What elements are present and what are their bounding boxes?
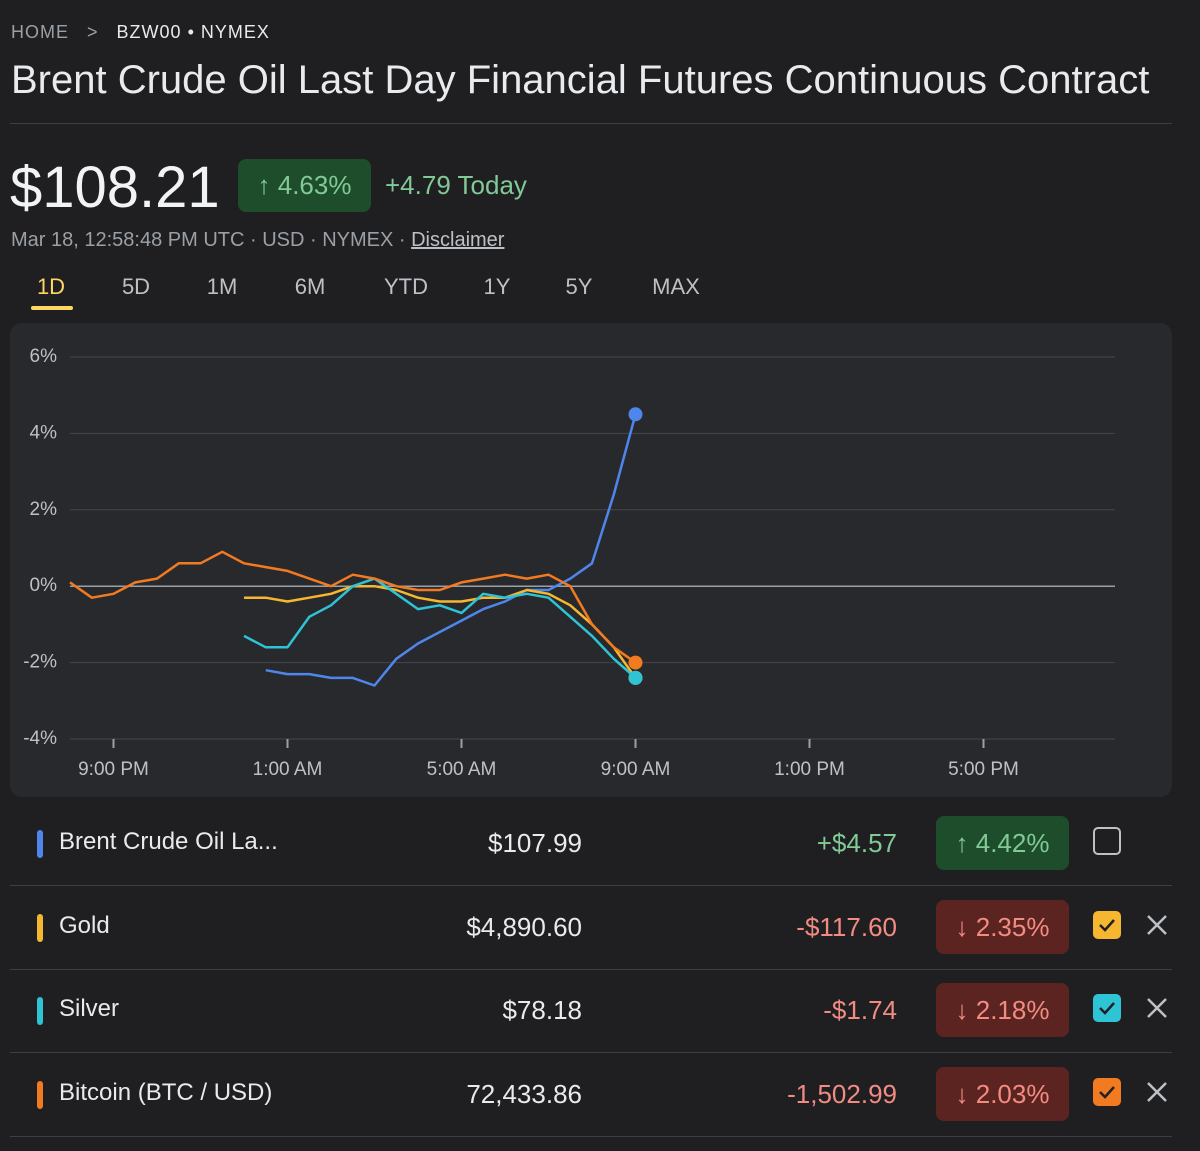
series-change-percent: ↓ 2.03% bbox=[936, 1066, 1069, 1121]
y-tick-label: 2% bbox=[30, 499, 58, 520]
y-tick-label: 0% bbox=[30, 575, 58, 596]
series-price: $78.18 bbox=[502, 995, 582, 1025]
series-change: -$117.60 bbox=[796, 911, 897, 942]
change-today: +4.79 Today bbox=[385, 170, 527, 200]
end-dot bbox=[628, 655, 643, 670]
range-tab[interactable]: 6M bbox=[294, 274, 326, 299]
series-color bbox=[37, 913, 43, 942]
checkbox[interactable] bbox=[1093, 910, 1121, 939]
comparison-row: Bitcoin (BTC / USD) 72,433.86 -1,502.99 ↓ 2… bbox=[10, 1053, 1172, 1137]
remove-icon[interactable] bbox=[1144, 1079, 1172, 1107]
series-price: 72,433.86 bbox=[466, 1078, 582, 1109]
series-name: Gold bbox=[59, 911, 110, 939]
title: Brent Crude Oil Last Day Financial Futur… bbox=[11, 58, 1150, 102]
y-tick-label: -2% bbox=[23, 652, 57, 673]
series-color bbox=[37, 997, 43, 1025]
comparison-row: Silver $78.18 -$1.74 ↓ 2.18% bbox=[10, 969, 1172, 1053]
checkbox[interactable] bbox=[1093, 994, 1121, 1022]
range-tab[interactable]: 5Y bbox=[565, 274, 593, 299]
check-mark bbox=[1099, 1002, 1115, 1015]
checkbox[interactable] bbox=[1093, 1077, 1121, 1106]
disclaimer-link[interactable]: Disclaimer bbox=[411, 229, 505, 251]
change-badge: ↑ 4.63% bbox=[238, 159, 371, 212]
y-tick-label: -4% bbox=[23, 728, 57, 749]
range-tab[interactable]: 5D bbox=[121, 274, 151, 299]
separator: • bbox=[187, 22, 201, 42]
y-tick-label: 6% bbox=[30, 346, 58, 367]
series-line bbox=[243, 577, 637, 679]
breadcrumb-symbol: BZW00 bbox=[116, 22, 182, 42]
range-tab[interactable]: 1D bbox=[36, 274, 66, 299]
y-tick-label: 4% bbox=[30, 422, 58, 443]
checkbox[interactable] bbox=[1093, 827, 1121, 855]
x-tick-label: 9:00 AM bbox=[601, 759, 671, 780]
series-color bbox=[37, 830, 43, 858]
series-line bbox=[69, 550, 637, 664]
series-name: Silver bbox=[59, 995, 120, 1022]
x-tick-label: 9:00 PM bbox=[78, 759, 149, 780]
breadcrumb: HOME > BZW00 • NYMEX bbox=[11, 22, 270, 43]
series-line bbox=[265, 413, 637, 687]
chart: 6% 4% 2% 0% -2% -4% 9:00 PM 1:00 AM 5:00 AM 9:00 … bbox=[23, 346, 1115, 780]
breadcrumb-exchange: NYMEX bbox=[200, 22, 270, 42]
series-change: -$1.74 bbox=[823, 995, 897, 1025]
comparison-row: Gold $4,890.60 -$117.60 ↓ 2.35% bbox=[10, 886, 1172, 970]
range-tabs: 1D 5D 1M 6M YTD 1Y 5Y MAX bbox=[0, 274, 760, 314]
series-change-percent: ↓ 2.35% bbox=[936, 899, 1069, 954]
end-dot bbox=[628, 407, 643, 422]
remove-mark bbox=[1147, 914, 1167, 935]
chart-panel bbox=[10, 323, 1172, 797]
series-change: +$4.57 bbox=[816, 828, 897, 858]
series-change-percent: ↓ 2.18% bbox=[936, 983, 1069, 1037]
comparison-row: Brent Crude Oil La... $107.99 +$4.57 ↑ 4.42… bbox=[10, 802, 1172, 886]
remove-icon[interactable] bbox=[1144, 995, 1172, 1023]
breadcrumb-home[interactable]: HOME bbox=[11, 22, 69, 42]
range-tab[interactable]: 1M bbox=[206, 274, 238, 299]
range-tab[interactable]: MAX bbox=[652, 274, 700, 299]
end-dot bbox=[628, 670, 643, 685]
x-tick-label: 1:00 AM bbox=[253, 759, 323, 780]
remove-mark bbox=[1147, 998, 1167, 1018]
remove-icon[interactable] bbox=[1144, 912, 1172, 940]
series-line bbox=[244, 584, 637, 679]
check-icon bbox=[1099, 1085, 1115, 1099]
series-name: Bitcoin (BTC / USD) bbox=[59, 1078, 273, 1106]
price: $108.21 bbox=[10, 155, 220, 220]
series-color bbox=[37, 1080, 43, 1109]
range-tab[interactable]: 1Y bbox=[483, 274, 511, 299]
divider bbox=[10, 123, 1172, 124]
remove-mark bbox=[1147, 1081, 1167, 1102]
series-price: $107.99 bbox=[488, 828, 582, 858]
series-price: $4,890.60 bbox=[466, 911, 582, 942]
check-icon bbox=[1099, 1002, 1115, 1015]
separator: > bbox=[75, 22, 111, 42]
series-change-percent: ↑ 4.42% bbox=[936, 816, 1069, 870]
x-tick-label: 1:00 PM bbox=[774, 759, 845, 780]
check-mark bbox=[1099, 918, 1115, 932]
check-icon bbox=[1099, 918, 1115, 932]
check-mark bbox=[1099, 1085, 1115, 1099]
range-tab[interactable]: YTD bbox=[384, 274, 428, 299]
meta-text: Mar 18, 12:58:48 PM UTC · USD · NYMEX · bbox=[11, 229, 412, 251]
series-change: -1,502.99 bbox=[787, 1078, 897, 1109]
tab-indicator bbox=[31, 306, 73, 310]
meta: Mar 18, 12:58:48 PM UTC · USD · NYMEX · … bbox=[11, 229, 504, 252]
series-name: Brent Crude Oil La... bbox=[59, 828, 278, 855]
x-tick-label: 5:00 AM bbox=[427, 759, 497, 780]
x-tick-label: 5:00 PM bbox=[948, 759, 1019, 780]
